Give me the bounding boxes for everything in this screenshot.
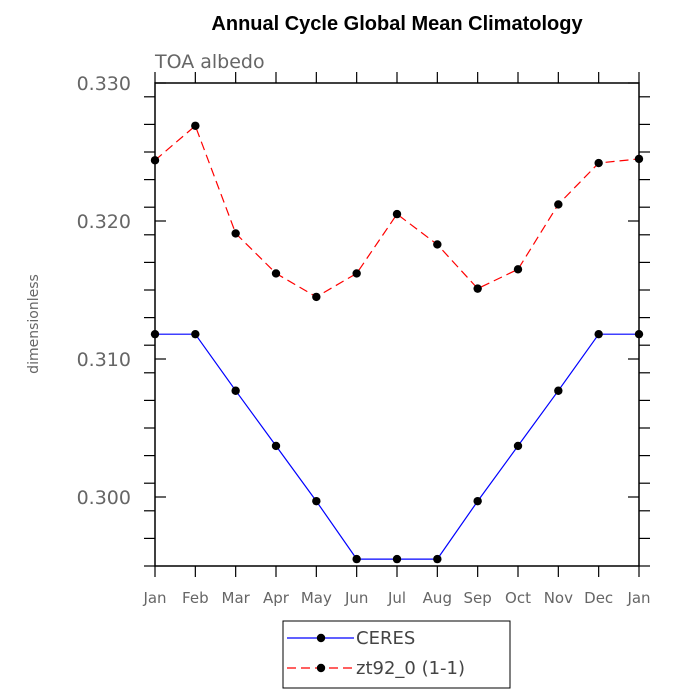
x-tick-label: Dec: [584, 589, 613, 607]
series-2-point: [271, 269, 281, 278]
x-tick-label: Feb: [182, 589, 209, 607]
legend-box: [282, 620, 511, 689]
x-tick-label: Jun: [344, 589, 368, 607]
x-tick-label: Jan: [626, 589, 650, 607]
series-1-point: [554, 386, 563, 395]
x-tick-label: Jul: [387, 589, 406, 607]
y-tick-labels: 0.300 0.310 0.320 0.330: [77, 73, 131, 509]
chart-subtitle: TOA albedo: [154, 51, 265, 73]
series-2-point: [634, 154, 644, 164]
series-1-point: [433, 554, 442, 564]
plot-frame: [154, 82, 640, 567]
y-tick-label: 0.300: [77, 487, 131, 509]
series-2-point: [513, 265, 523, 274]
series-1-point: [392, 554, 402, 564]
series-1-point: [473, 496, 482, 506]
series-2-point: [150, 156, 160, 165]
x-tick-label: Mar: [222, 589, 251, 607]
series-2-point: [352, 269, 361, 278]
series-line-1: [155, 333, 639, 560]
series-1-point: [594, 329, 603, 339]
axis-ticks: [144, 72, 650, 577]
x-tick-labels: Jan Feb Mar Apr May Jun Jul Aug Sep Oct Nov Dec Jan: [142, 589, 650, 607]
y-tick-label: 0.330: [77, 73, 131, 95]
x-tick-label: Oct: [505, 589, 531, 607]
series-2-point: [392, 209, 402, 219]
series-1-point: [513, 441, 523, 451]
legend-label-ceres: CERES: [356, 628, 415, 649]
x-tick-label: Nov: [544, 589, 573, 607]
y-tick-label: 0.320: [77, 211, 131, 233]
series-1-point: [352, 554, 361, 564]
x-tick-label: Apr: [263, 589, 290, 607]
x-tick-label: Aug: [423, 589, 452, 607]
series-1-point: [191, 329, 200, 339]
series-2-point: [231, 229, 240, 238]
y-tick-label: 0.310: [77, 349, 131, 371]
series-1-point: [271, 441, 281, 451]
legend-marker-zt92: [316, 663, 326, 673]
legend: CERES zt92_0 (1-1): [282, 620, 511, 689]
series-1-point: [150, 329, 160, 339]
legend-marker-ceres: [316, 633, 326, 643]
series-2-point: [433, 240, 442, 249]
series-layer: [150, 121, 644, 564]
series-2-point: [312, 292, 321, 302]
series-1-point: [634, 329, 644, 339]
x-tick-label: May: [301, 589, 332, 607]
series-1-point: [312, 496, 321, 506]
series-2-point: [191, 121, 200, 130]
series-2-point: [554, 200, 563, 209]
chart-title: Annual Cycle Global Mean Climatology: [211, 13, 583, 35]
x-tick-label: Jan: [142, 589, 166, 607]
y-axis-label: dimensionless: [26, 274, 42, 374]
series-2-point: [473, 284, 482, 293]
series-1-point: [231, 386, 240, 395]
x-tick-label: Sep: [464, 589, 492, 607]
legend-label-zt92: zt92_0 (1-1): [356, 658, 465, 679]
series-2-point: [594, 158, 603, 168]
